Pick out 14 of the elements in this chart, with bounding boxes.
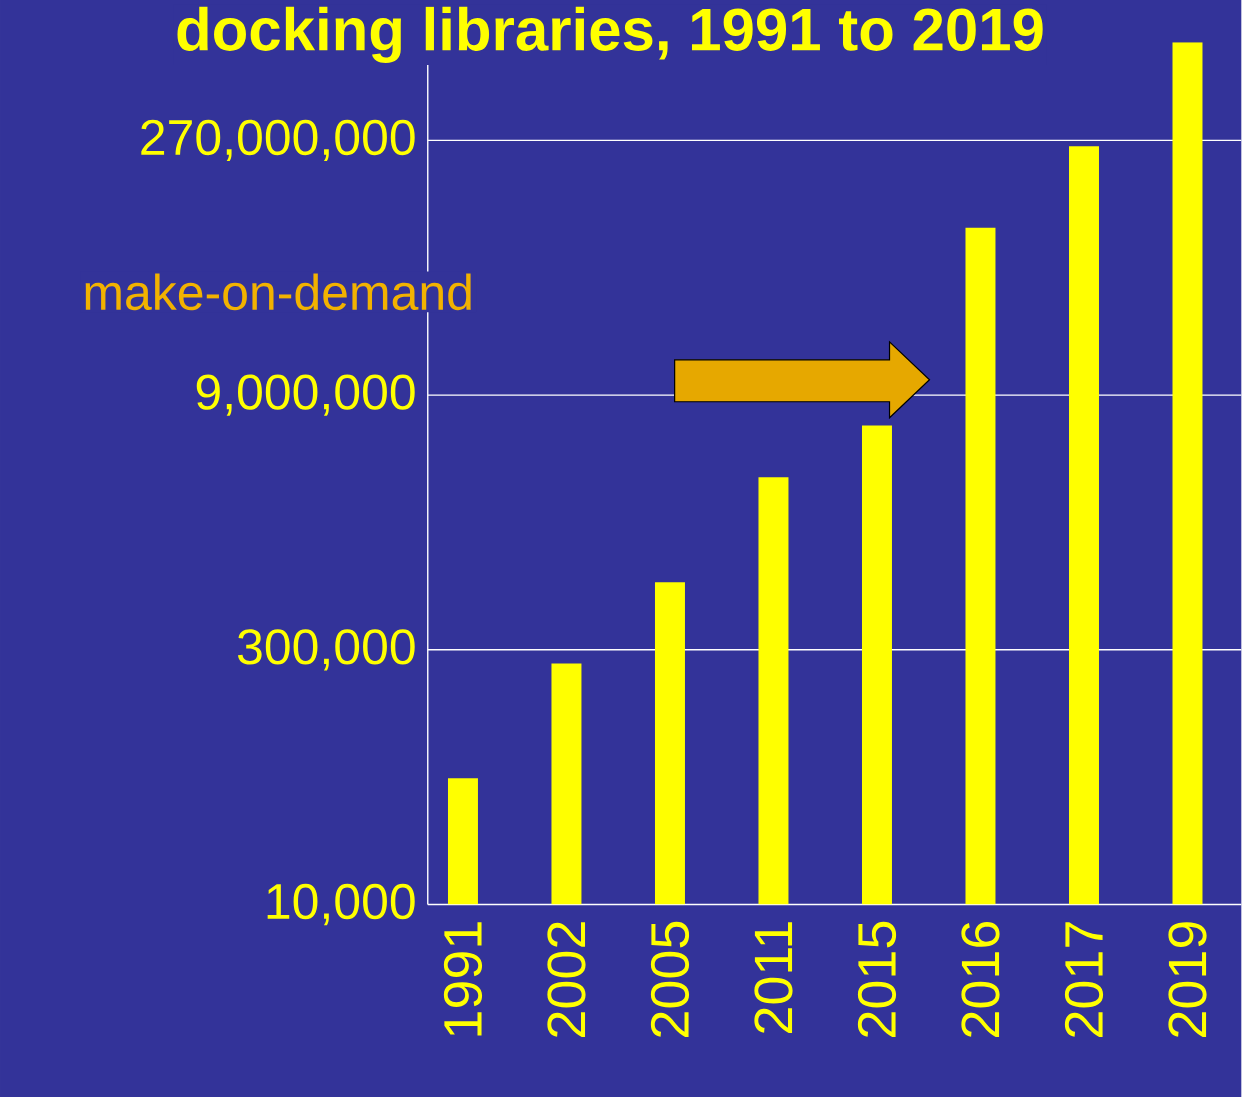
x-tick-label: 2015 <box>857 921 897 1037</box>
x-tick-label: 2017 <box>1064 922 1104 1037</box>
x-tick-label: 2016 <box>961 921 1000 1037</box>
y-tick-label: 9,000,000 <box>196 374 415 416</box>
y-tick-label: 270,000,000 <box>141 119 415 161</box>
y-tick-label: 10,000 <box>267 883 415 925</box>
annotation: make-on-demand <box>85 273 471 311</box>
x-tick-label: 2002 <box>547 922 586 1037</box>
x-tick-label: 2011 <box>754 921 793 1033</box>
x-tick-label: 1991 <box>443 922 483 1036</box>
chart-title: docking libraries, 1991 to 2019 <box>177 6 1043 63</box>
y-tick-label: 300,000 <box>237 628 415 671</box>
x-tick-label: 2005 <box>650 921 690 1037</box>
x-tick-label: 2019 <box>1168 921 1207 1037</box>
